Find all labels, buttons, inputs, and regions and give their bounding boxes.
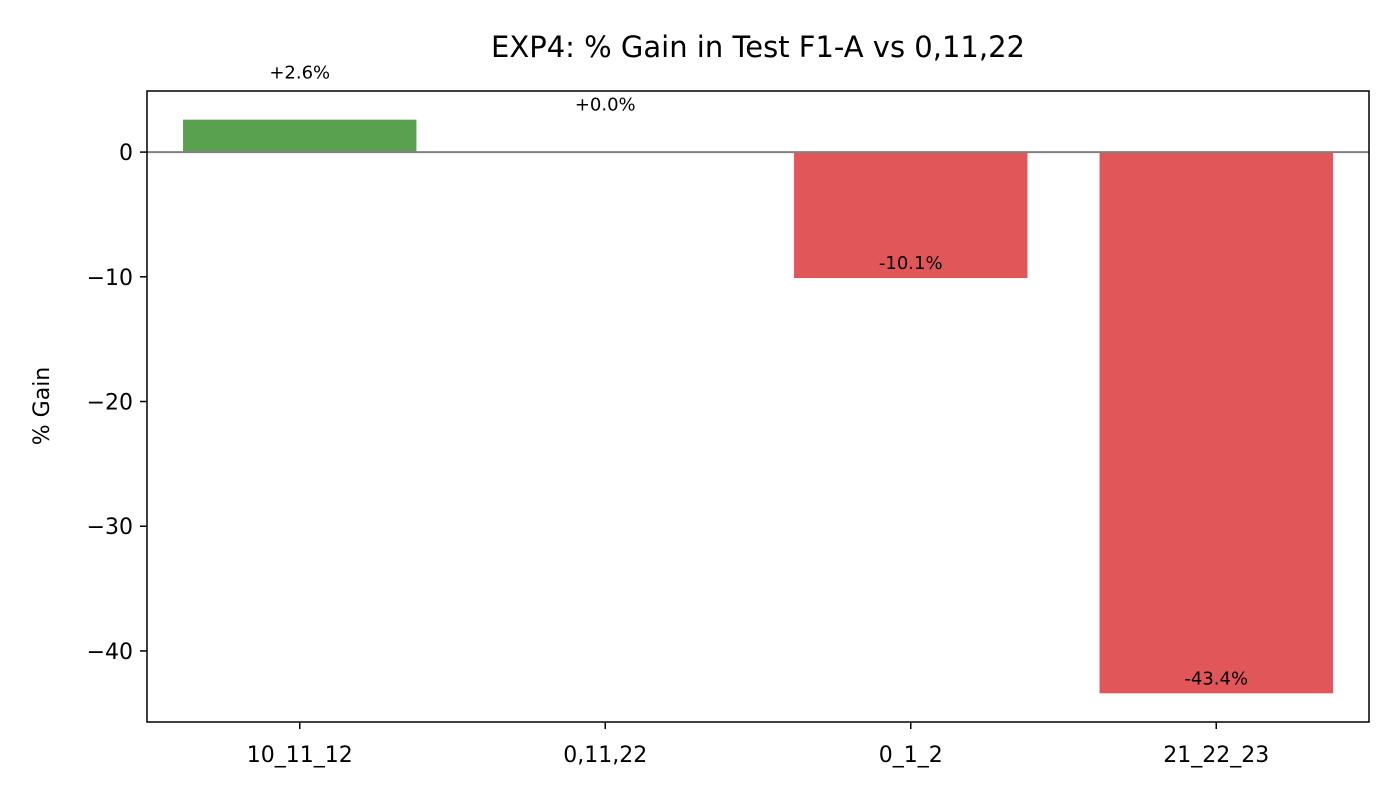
data-label-3: -10.1%: [879, 253, 943, 274]
x-tick-label: 0_1_2: [879, 743, 943, 768]
y-tick-label: 0: [119, 141, 133, 166]
plot-area: +2.6% +0.0% -10.1% -43.4% 0 −10 −20 −30 −40 10_11…: [87, 62, 1370, 768]
x-tick-label: 21_22_23: [1163, 743, 1269, 768]
y-tick-label: −20: [87, 391, 133, 416]
y-tick-label: −30: [87, 515, 133, 540]
y-axis-label: % Gain: [30, 367, 55, 445]
data-label-1: +2.6%: [269, 62, 330, 83]
y-tick-label: −10: [87, 266, 133, 291]
bar-3: [794, 152, 1028, 279]
data-label-2: +0.0%: [575, 95, 636, 116]
chart-title: EXP4: % Gain in Test F1-A vs 0,11,22: [491, 30, 1025, 64]
data-label-4: -43.4%: [1184, 668, 1248, 689]
x-tick-label: 10_11_12: [247, 743, 353, 768]
plot-frame: [146, 90, 1370, 723]
x-tick-label: 0,11,22: [563, 743, 647, 768]
y-tick-label: −40: [87, 640, 133, 665]
bar-1: [183, 119, 417, 153]
bar-4: [1099, 152, 1333, 694]
